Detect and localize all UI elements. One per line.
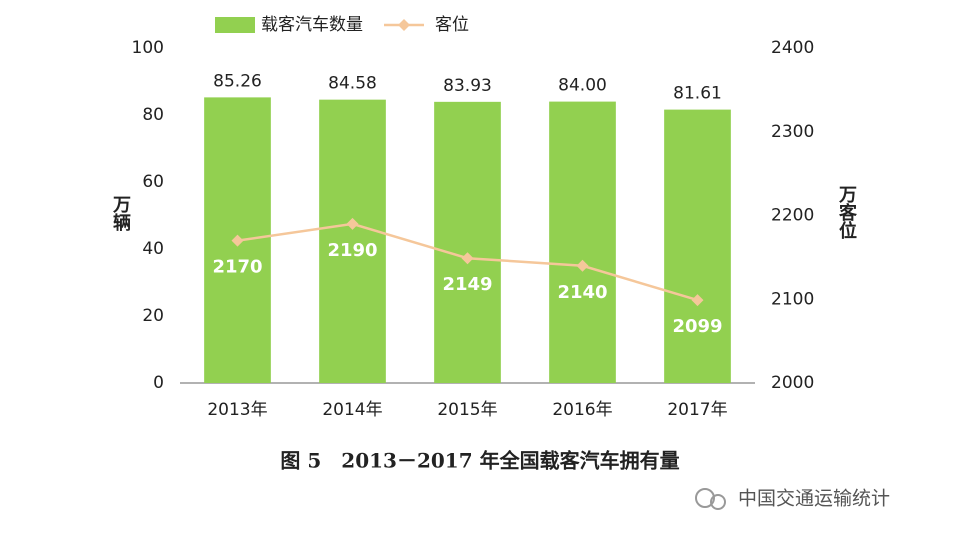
x-tick-label: 2017年 xyxy=(667,400,727,420)
y-tick-label: 0 xyxy=(153,373,164,393)
y2-tick-label: 2000 xyxy=(771,373,814,393)
line-value-label: 2149 xyxy=(442,274,492,295)
y-tick-label: 20 xyxy=(142,306,164,326)
caption: 图 5 2013－2017 年全国载客汽车拥有量 xyxy=(280,449,679,473)
bar-value-label: 84.00 xyxy=(558,76,607,96)
y-axis-label: 万辆 xyxy=(110,195,132,232)
line-value-label: 2099 xyxy=(672,316,722,337)
y2-tick-label: 2400 xyxy=(771,38,814,58)
legend-label: 客位 xyxy=(435,15,469,35)
bar-value-label: 83.93 xyxy=(443,76,492,96)
line-marker xyxy=(461,252,474,265)
line-value-label: 2190 xyxy=(327,240,377,261)
bar-value-label: 85.26 xyxy=(213,71,262,91)
y-tick-label: 100 xyxy=(132,38,164,58)
bar xyxy=(319,99,386,384)
line-marker xyxy=(576,259,589,272)
legend-swatch xyxy=(215,17,255,33)
x-tick-label: 2013年 xyxy=(207,400,267,420)
line-value-label: 2170 xyxy=(212,257,262,278)
y2-axis-label: 万客位 xyxy=(836,185,858,240)
line-value-label: 2140 xyxy=(557,282,607,303)
watermark-icon xyxy=(695,488,726,510)
y-tick-label: 60 xyxy=(142,172,164,192)
y2-tick-label: 2200 xyxy=(771,206,814,226)
line-marker xyxy=(231,234,244,247)
line-marker xyxy=(691,294,704,307)
y-tick-label: 80 xyxy=(142,105,164,125)
bar xyxy=(549,101,616,383)
y2-tick-label: 2300 xyxy=(771,122,814,142)
x-tick-label: 2016年 xyxy=(552,400,612,420)
x-tick-label: 2014年 xyxy=(322,400,382,420)
x-tick-label: 2015年 xyxy=(437,400,497,420)
y2-tick-label: 2100 xyxy=(771,289,814,309)
legend-marker xyxy=(398,19,410,31)
legend-label: 载客汽车数量 xyxy=(261,15,363,35)
bar-value-label: 84.58 xyxy=(328,74,377,94)
watermark: 中国交通运输统计 xyxy=(738,488,890,510)
bar xyxy=(434,101,501,383)
bar-value-label: 81.61 xyxy=(673,84,722,104)
line-marker xyxy=(346,217,359,230)
bar xyxy=(664,109,731,383)
y-tick-label: 40 xyxy=(142,239,164,259)
